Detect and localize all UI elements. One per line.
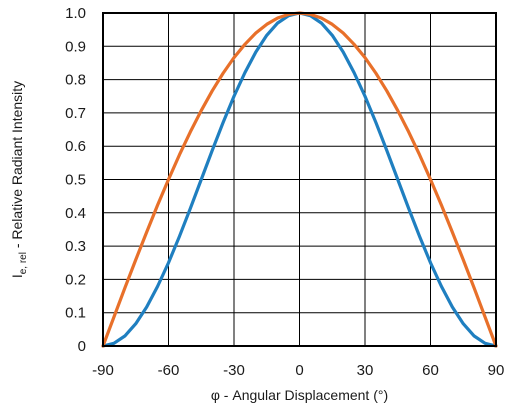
x-tick-label: -60 bbox=[158, 362, 180, 379]
y-tick-label: 0.2 bbox=[65, 271, 86, 288]
x-tick-label: -30 bbox=[223, 362, 245, 379]
y-tick-label: 0.1 bbox=[65, 305, 86, 322]
x-tick-label: 60 bbox=[422, 362, 439, 379]
x-tick-label: 90 bbox=[488, 362, 505, 379]
y-tick-label: 0 bbox=[78, 338, 86, 355]
y-axis-label-sub: e, rel bbox=[18, 252, 29, 274]
y-tick-label: 1.0 bbox=[65, 5, 86, 22]
y-axis-label-main: I bbox=[9, 274, 25, 278]
y-tick-label: 0.7 bbox=[65, 105, 86, 122]
x-tick-labels: -90 -60 -30 0 30 60 90 bbox=[92, 362, 504, 379]
plot-frame bbox=[102, 12, 497, 347]
x-axis-label: φ - Angular Displacement (°) bbox=[211, 387, 388, 403]
y-tick-label: 0.6 bbox=[65, 138, 86, 155]
x-tick-label: 0 bbox=[295, 362, 303, 379]
y-tick-label: 0.9 bbox=[65, 38, 86, 55]
grid bbox=[102, 12, 497, 347]
y-tick-label: 0.4 bbox=[65, 205, 86, 222]
y-axis-label-rest: - Relative Radiant Intensity bbox=[9, 81, 25, 252]
y-tick-label: 0.5 bbox=[65, 172, 86, 189]
y-axis-label: Ie, rel - Relative Radiant Intensity bbox=[9, 81, 29, 278]
x-tick-label: 30 bbox=[357, 362, 374, 379]
y-tick-labels: 0 0.1 0.2 0.3 0.4 0.5 0.6 0.7 0.8 0.9 1.0 bbox=[65, 5, 86, 355]
y-tick-label: 0.8 bbox=[65, 72, 86, 89]
x-tick-label: -90 bbox=[92, 362, 114, 379]
y-tick-label: 0.3 bbox=[65, 238, 86, 255]
